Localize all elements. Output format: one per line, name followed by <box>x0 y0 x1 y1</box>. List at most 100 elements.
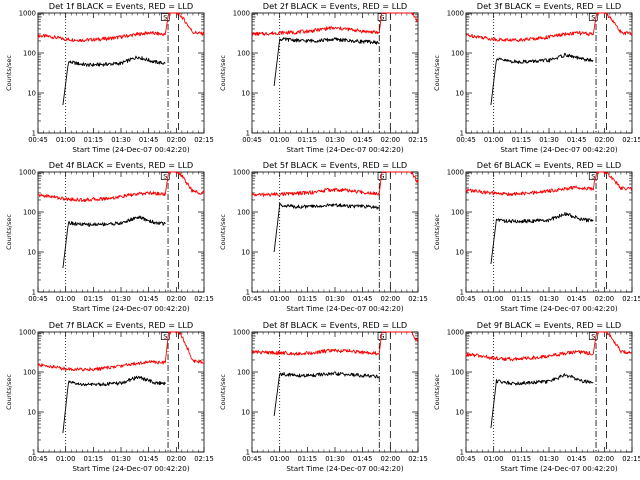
series-line-lld <box>252 12 419 36</box>
y-tick-label: 100 <box>451 50 464 58</box>
y-axis-label: Counts/sec <box>433 374 441 410</box>
x-tick-label: 01:45 <box>139 455 159 463</box>
chart-title: Det 6f BLACK = Events, RED = LLD <box>477 160 621 170</box>
corner-mark <box>467 332 471 337</box>
corner-mark <box>253 13 257 18</box>
y-tick-label: 100 <box>451 369 464 377</box>
corner-mark <box>467 172 471 177</box>
y-tick-label: 10 <box>455 249 464 257</box>
x-tick-label: 01:45 <box>139 136 159 144</box>
series-line-lld <box>251 171 419 197</box>
corner-mark <box>39 13 43 18</box>
x-tick-label: 02:15 <box>408 136 428 144</box>
annotation-box <box>160 172 170 180</box>
y-tick-label: 100 <box>23 50 36 58</box>
series-line-lld <box>251 331 419 356</box>
plot-frame <box>37 12 205 134</box>
y-axis-label: Counts/sec <box>5 55 13 91</box>
series-line-events <box>490 52 594 106</box>
series-line-lld <box>465 12 633 42</box>
x-tick-label: 02:00 <box>381 295 401 303</box>
x-tick-label: 01:15 <box>512 295 532 303</box>
y-tick-label: 10 <box>455 409 464 417</box>
x-tick-label: 00:45 <box>456 295 476 303</box>
x-tick-label: 00:45 <box>28 295 48 303</box>
x-tick-label: 02:00 <box>167 136 187 144</box>
x-tick-label: 01:00 <box>270 136 290 144</box>
y-tick-label: 1 <box>246 449 250 457</box>
annotation-box <box>588 13 598 21</box>
x-tick-label: 01:30 <box>325 136 345 144</box>
x-axis-label: Start Time (24-Dec-07 00:42:20) <box>500 464 617 473</box>
chart-title: Det 4f BLACK = Events, RED = LLD <box>49 160 193 170</box>
corner-mark <box>39 332 43 337</box>
y-tick-label: 1 <box>32 130 36 138</box>
x-tick-label: 01:15 <box>298 295 318 303</box>
annotation-box <box>160 13 170 21</box>
x-tick-label: 01:45 <box>567 136 587 144</box>
x-tick-label: 01:45 <box>353 295 373 303</box>
annotation-label: S <box>591 14 595 22</box>
x-tick-label: 01:30 <box>539 295 559 303</box>
x-axis-label: Start Time (24-Dec-07 00:42:20) <box>500 145 617 154</box>
y-tick-label: 1000 <box>447 10 464 18</box>
x-tick-label: 00:45 <box>28 136 48 144</box>
annotation-label: G <box>380 173 385 181</box>
y-axis-label: Counts/sec <box>433 214 441 250</box>
series-line-lld <box>37 171 205 203</box>
annotation-label: G <box>380 333 385 341</box>
x-tick-label: 02:15 <box>408 295 428 303</box>
x-tick-label: 02:00 <box>595 295 615 303</box>
chart-title: Det 1f BLACK = Events, RED = LLD <box>49 1 193 11</box>
x-tick-label: 01:30 <box>325 295 345 303</box>
x-axis-label: Start Time (24-Dec-07 00:42:20) <box>286 464 403 473</box>
series-line-events <box>273 202 380 253</box>
corner-mark <box>253 172 257 177</box>
y-tick-label: 1000 <box>233 169 250 177</box>
x-tick-label: 01:00 <box>270 295 290 303</box>
y-tick-label: 1000 <box>233 329 250 337</box>
x-tick-label: 02:15 <box>622 136 640 144</box>
x-tick-label: 01:30 <box>539 136 559 144</box>
x-tick-label: 00:45 <box>28 455 48 463</box>
x-axis-label: Start Time (24-Dec-07 00:42:20) <box>72 464 189 473</box>
x-tick-label: 02:00 <box>595 455 615 463</box>
x-tick-label: 01:15 <box>298 455 318 463</box>
x-axis-label: Start Time (24-Dec-07 00:42:20) <box>72 145 189 154</box>
plot-frame <box>251 12 419 134</box>
x-tick-label: 01:45 <box>567 455 587 463</box>
x-tick-label: 01:00 <box>56 295 76 303</box>
y-tick-label: 10 <box>27 409 36 417</box>
annotation-label: G <box>380 14 385 22</box>
x-tick-label: 01:45 <box>139 295 159 303</box>
y-tick-label: 1000 <box>19 169 36 177</box>
y-tick-label: 1 <box>460 130 464 138</box>
y-tick-label: 1000 <box>447 329 464 337</box>
y-tick-label: 1 <box>246 130 250 138</box>
x-tick-label: 01:15 <box>84 455 104 463</box>
x-tick-label: 01:00 <box>270 455 290 463</box>
y-axis-label: Counts/sec <box>219 55 227 91</box>
plot-frame <box>37 171 205 293</box>
y-tick-label: 100 <box>451 209 464 217</box>
y-tick-label: 1 <box>460 289 464 297</box>
x-tick-label: 02:15 <box>622 295 640 303</box>
x-tick-label: 01:00 <box>56 136 76 144</box>
y-tick-label: 1 <box>460 449 464 457</box>
y-tick-label: 100 <box>237 50 250 58</box>
annotation-label: S <box>163 173 167 181</box>
series-line-lld <box>38 331 205 372</box>
x-tick-label: 02:15 <box>194 136 214 144</box>
corner-mark <box>467 13 471 18</box>
series-line-events <box>490 373 594 428</box>
x-tick-label: 02:00 <box>167 295 187 303</box>
y-tick-label: 1000 <box>447 169 464 177</box>
x-tick-label: 01:15 <box>512 455 532 463</box>
x-tick-label: 01:30 <box>325 455 345 463</box>
annotation-box <box>160 332 170 340</box>
chart-title: Det 7f BLACK = Events, RED = LLD <box>49 320 193 330</box>
chart-panel-3: Det 3f BLACK = Events, RED = LLD Counts/s… <box>433 1 640 154</box>
y-tick-label: 100 <box>237 369 250 377</box>
x-tick-label: 01:30 <box>539 455 559 463</box>
y-axis-label: Counts/sec <box>219 214 227 250</box>
